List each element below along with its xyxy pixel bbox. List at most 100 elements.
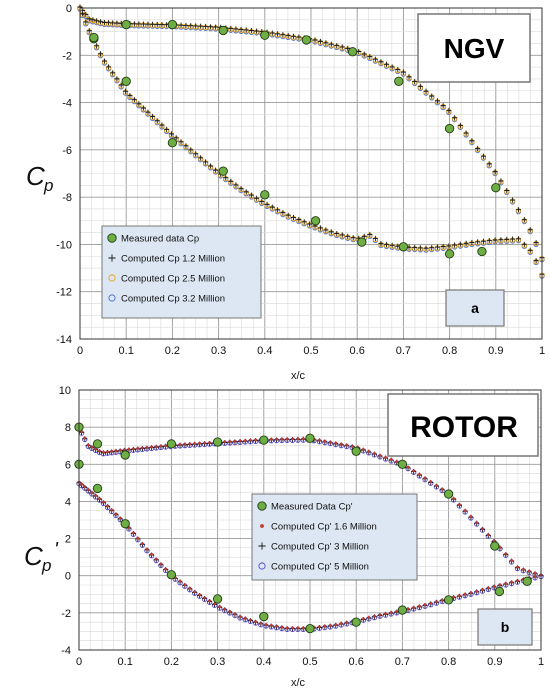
computed-point xyxy=(178,443,182,446)
y-axis-label-sub: p xyxy=(43,176,53,195)
legend-marker xyxy=(108,294,116,302)
computed-point xyxy=(527,569,531,573)
computed-point xyxy=(384,241,390,247)
computed-point xyxy=(339,442,343,446)
computed-point xyxy=(469,239,475,245)
legend-entry: Measured data Cp xyxy=(121,234,199,245)
legend-marker xyxy=(108,254,116,262)
computed-point xyxy=(198,593,202,597)
measured-point xyxy=(92,483,103,494)
series-1 xyxy=(77,4,545,277)
computed-point xyxy=(228,178,234,184)
computed-point xyxy=(463,240,469,246)
legend-entry: Computed Cp' 1.6 Million xyxy=(271,522,377,533)
computed-point xyxy=(469,138,475,144)
computed-point xyxy=(389,611,393,614)
computed-point xyxy=(280,625,284,629)
computed-point xyxy=(334,230,340,237)
computed-point xyxy=(323,439,327,443)
computed-point xyxy=(259,198,265,205)
computed-point xyxy=(318,625,321,629)
computed-point xyxy=(97,51,104,57)
computed-point xyxy=(254,28,260,34)
measured-point xyxy=(398,242,409,252)
measured-point xyxy=(397,459,408,469)
computed-point xyxy=(243,27,249,33)
measured-point xyxy=(443,595,454,605)
computed-point xyxy=(440,103,446,109)
x-tick-label: 1 xyxy=(538,656,544,668)
x-tick-label: 0.5 xyxy=(303,345,318,357)
measured-point xyxy=(259,435,269,445)
measured-point xyxy=(494,586,505,597)
measured-point xyxy=(443,489,454,499)
computed-point xyxy=(223,175,229,181)
computed-point xyxy=(372,235,378,242)
x-axis-label: x/c xyxy=(291,370,306,382)
y-tick-label: 10 xyxy=(59,385,71,397)
measured-point xyxy=(259,611,269,622)
computed-point xyxy=(406,607,410,611)
computed-point xyxy=(285,437,289,441)
computed-point xyxy=(486,161,492,167)
computed-point xyxy=(131,21,137,27)
legend-marker xyxy=(258,562,266,570)
computed-point xyxy=(361,233,367,239)
x-tick-label: 0.8 xyxy=(442,345,457,357)
y-axis-label: C xyxy=(26,161,45,191)
computed-point xyxy=(378,613,382,617)
computed-point xyxy=(533,575,537,578)
panel-letter-box: b xyxy=(477,608,533,646)
computed-point xyxy=(218,605,222,608)
computed-point xyxy=(510,236,516,242)
computed-point xyxy=(83,436,87,440)
measured-point xyxy=(310,216,321,226)
x-tick-label: 0.9 xyxy=(488,345,503,357)
panel-letter-box: a xyxy=(445,289,505,327)
computed-point xyxy=(452,595,455,599)
computed-point xyxy=(90,17,96,23)
computed-point xyxy=(97,19,104,25)
x-tick-label: 0.7 xyxy=(396,345,411,357)
computed-point xyxy=(154,118,160,124)
computed-point xyxy=(269,437,273,441)
computed-point xyxy=(86,488,90,491)
computed-point xyxy=(154,557,158,561)
x-tick-label: 0.4 xyxy=(257,345,272,357)
computed-point xyxy=(334,623,338,626)
computed-point xyxy=(154,21,160,27)
measured-point xyxy=(522,576,532,586)
x-tick-label: 0.5 xyxy=(302,656,317,668)
computed-point xyxy=(213,167,219,173)
computed-point xyxy=(429,245,435,251)
computed-point xyxy=(188,23,194,29)
computed-point xyxy=(280,32,286,38)
computed-point xyxy=(440,598,444,602)
computed-point xyxy=(168,131,174,137)
computed-point xyxy=(223,440,227,444)
computed-point xyxy=(122,88,129,94)
computed-point xyxy=(339,232,345,238)
computed-point xyxy=(296,626,300,630)
computed-point xyxy=(208,441,211,445)
computed-point xyxy=(361,51,367,57)
computed-point xyxy=(434,98,440,104)
computed-point xyxy=(504,187,510,194)
panel-letter: b xyxy=(501,619,510,635)
computed-point xyxy=(463,130,469,136)
computed-point xyxy=(318,438,321,442)
computed-point xyxy=(83,485,87,489)
panel-tag-box: ROTOR xyxy=(387,393,539,457)
measured-point xyxy=(120,450,130,460)
measured-point xyxy=(301,35,312,45)
computed-point xyxy=(463,509,467,512)
rotor-chart-panel: 0 0.1 0.2 0.3 0.4 0.5 0.6 0.7 0.8 0.9 1 10 8 6 4 2 0 -2 -4… xyxy=(24,385,544,689)
y-tick-label: -6 xyxy=(62,145,72,157)
computed-point xyxy=(159,562,163,566)
computed-point xyxy=(350,235,356,241)
measured-point xyxy=(212,437,223,447)
computed-point xyxy=(406,74,412,80)
computed-point xyxy=(110,508,114,512)
computed-point xyxy=(446,243,452,249)
computed-point xyxy=(481,527,484,531)
